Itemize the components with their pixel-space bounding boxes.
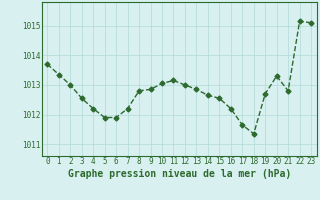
X-axis label: Graphe pression niveau de la mer (hPa): Graphe pression niveau de la mer (hPa) <box>68 169 291 179</box>
